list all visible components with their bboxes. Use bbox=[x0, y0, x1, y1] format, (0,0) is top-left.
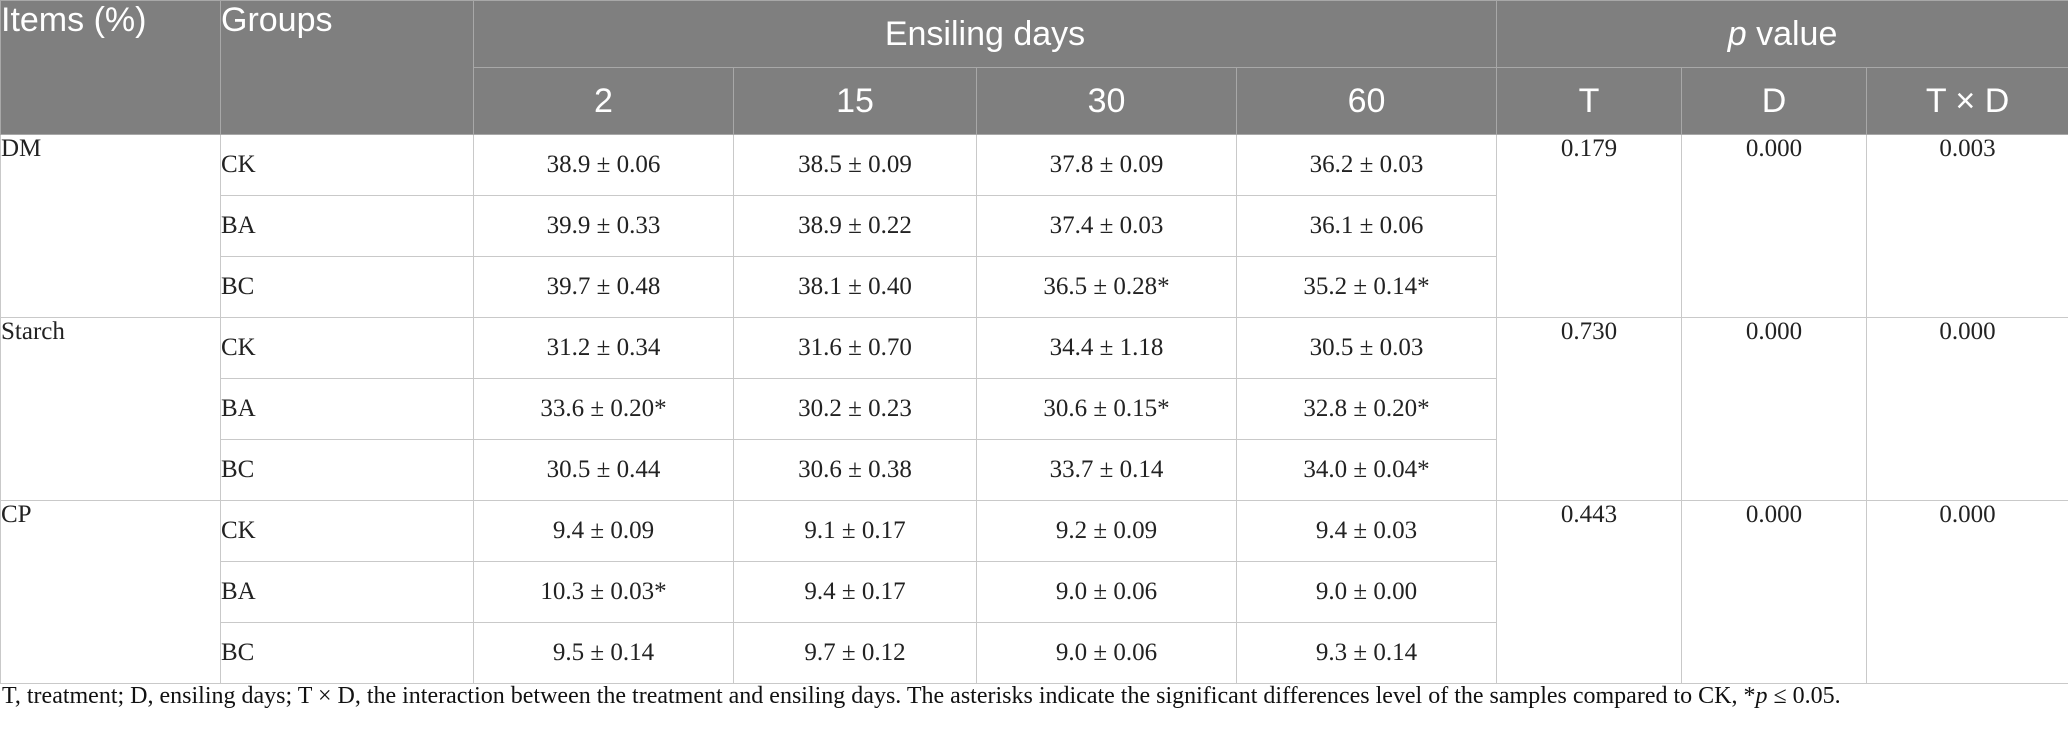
value-cell: 30.6 ± 0.38 bbox=[733, 439, 977, 501]
group-label: CK bbox=[220, 317, 474, 379]
table-row: BC 39.7 ± 0.48 38.1 ± 0.40 36.5 ± 0.28* … bbox=[1, 256, 2068, 318]
header-p-value: p value bbox=[1496, 0, 2068, 68]
item-label: Starch bbox=[0, 317, 221, 501]
value-cell: 37.8 ± 0.09 bbox=[976, 134, 1237, 196]
value-cell: 34.4 ± 1.18 bbox=[976, 317, 1237, 379]
value-cell: 31.2 ± 0.34 bbox=[473, 317, 734, 379]
value-cell: 36.1 ± 0.06 bbox=[1235, 195, 1498, 257]
group-label: BC bbox=[220, 439, 474, 501]
group-label: BA bbox=[220, 195, 474, 257]
value-cell: 39.9 ± 0.33 bbox=[473, 195, 734, 257]
value-cell: 38.9 ± 0.06 bbox=[473, 134, 734, 196]
header-day: 30 bbox=[976, 67, 1237, 135]
value-cell: 32.8 ± 0.20* bbox=[1235, 378, 1498, 440]
header-effect-txd: T × D bbox=[1866, 67, 2068, 135]
value-cell: 10.3 ± 0.03* bbox=[473, 561, 734, 623]
value-cell: 9.2 ± 0.09 bbox=[976, 500, 1237, 562]
value-cell: 9.5 ± 0.14 bbox=[473, 622, 734, 684]
value-cell: 9.4 ± 0.09 bbox=[473, 500, 734, 562]
table-row: CP CK 9.4 ± 0.09 9.1 ± 0.17 9.2 ± 0.09 9… bbox=[0, 500, 2068, 684]
table-row: BA 33.6 ± 0.20* 30.2 ± 0.23 30.6 ± 0.15*… bbox=[1, 378, 2068, 440]
value-cell: 9.4 ± 0.17 bbox=[733, 561, 977, 623]
p-value-d: 0.000 bbox=[1681, 134, 1868, 318]
p-value-txd: 0.000 bbox=[1866, 317, 2068, 501]
header-groups: Groups bbox=[220, 0, 474, 135]
value-cell: 9.3 ± 0.14 bbox=[1235, 622, 1498, 684]
header-items: Items (%) bbox=[0, 0, 221, 135]
p-value-d: 0.000 bbox=[1681, 317, 1868, 501]
value-cell: 31.6 ± 0.70 bbox=[733, 317, 977, 379]
value-cell: 9.0 ± 0.00 bbox=[1235, 561, 1498, 623]
group-label: BC bbox=[220, 622, 474, 684]
group-label: CK bbox=[220, 500, 474, 562]
value-cell: 33.6 ± 0.20* bbox=[473, 378, 734, 440]
value-cell: 30.5 ± 0.44 bbox=[473, 439, 734, 501]
group-label: BA bbox=[220, 561, 474, 623]
value-cell: 30.5 ± 0.03 bbox=[1235, 317, 1498, 379]
p-value-txd: 0.000 bbox=[1866, 500, 2068, 684]
value-cell: 33.7 ± 0.14 bbox=[976, 439, 1237, 501]
value-cell: 9.1 ± 0.17 bbox=[733, 500, 977, 562]
value-cell: 39.7 ± 0.48 bbox=[473, 256, 734, 318]
p-value-t: 0.179 bbox=[1496, 134, 1683, 318]
p-value-t: 0.443 bbox=[1496, 500, 1683, 684]
value-cell: 38.1 ± 0.40 bbox=[733, 256, 977, 318]
footnote-tail: ≤ 0.05. bbox=[1767, 683, 1841, 709]
group-label: CK bbox=[220, 134, 474, 196]
value-cell: 38.5 ± 0.09 bbox=[733, 134, 977, 196]
table-row: BA 10.3 ± 0.03* 9.4 ± 0.17 9.0 ± 0.06 9.… bbox=[1, 561, 2068, 623]
table-row: BC 9.5 ± 0.14 9.7 ± 0.12 9.0 ± 0.06 9.3 … bbox=[1, 622, 2068, 684]
value-cell: 36.5 ± 0.28* bbox=[976, 256, 1237, 318]
p-value-txd: 0.003 bbox=[1866, 134, 2068, 318]
value-cell: 30.6 ± 0.15* bbox=[976, 378, 1237, 440]
header-day: 60 bbox=[1235, 67, 1498, 135]
value-cell: 9.4 ± 0.03 bbox=[1235, 500, 1498, 562]
header-effect-d: D bbox=[1681, 67, 1868, 135]
data-table: Items (%) Groups Ensiling days p value 2… bbox=[0, 0, 2068, 684]
group-label: BC bbox=[220, 256, 474, 318]
header-ensiling-days: Ensiling days bbox=[472, 0, 1498, 68]
value-cell: 9.0 ± 0.06 bbox=[976, 622, 1237, 684]
table-row: Starch CK 31.2 ± 0.34 31.6 ± 0.70 34.4 ±… bbox=[0, 317, 2068, 501]
value-cell: 9.7 ± 0.12 bbox=[733, 622, 977, 684]
table-row: BC 30.5 ± 0.44 30.6 ± 0.38 33.7 ± 0.14 3… bbox=[1, 439, 2068, 501]
value-cell: 38.9 ± 0.22 bbox=[733, 195, 977, 257]
item-label: DM bbox=[0, 134, 221, 318]
value-cell: 34.0 ± 0.04* bbox=[1235, 439, 1498, 501]
value-cell: 36.2 ± 0.03 bbox=[1235, 134, 1498, 196]
value-cell: 9.0 ± 0.06 bbox=[976, 561, 1237, 623]
value-cell: 35.2 ± 0.14* bbox=[1235, 256, 1498, 318]
footnote-p-italic: p bbox=[1755, 683, 1768, 709]
value-cell: 37.4 ± 0.03 bbox=[976, 195, 1237, 257]
p-value-d: 0.000 bbox=[1681, 500, 1868, 684]
footnote-text: T, treatment; D, ensiling days; T × D, t… bbox=[2, 683, 1756, 709]
p-value-rest: value bbox=[1746, 14, 1838, 53]
p-italic: p bbox=[1727, 14, 1747, 53]
header-day: 15 bbox=[733, 67, 977, 135]
value-cell: 30.2 ± 0.23 bbox=[733, 378, 977, 440]
header-effect-t: T bbox=[1496, 67, 1683, 135]
header-day: 2 bbox=[473, 67, 734, 135]
table-footnote: T, treatment; D, ensiling days; T × D, t… bbox=[2, 683, 1841, 710]
item-label: CP bbox=[0, 500, 221, 684]
p-value-t: 0.730 bbox=[1496, 317, 1683, 501]
table-row: DM CK 38.9 ± 0.06 38.5 ± 0.09 37.8 ± 0.0… bbox=[0, 134, 2068, 318]
group-label: BA bbox=[220, 378, 474, 440]
